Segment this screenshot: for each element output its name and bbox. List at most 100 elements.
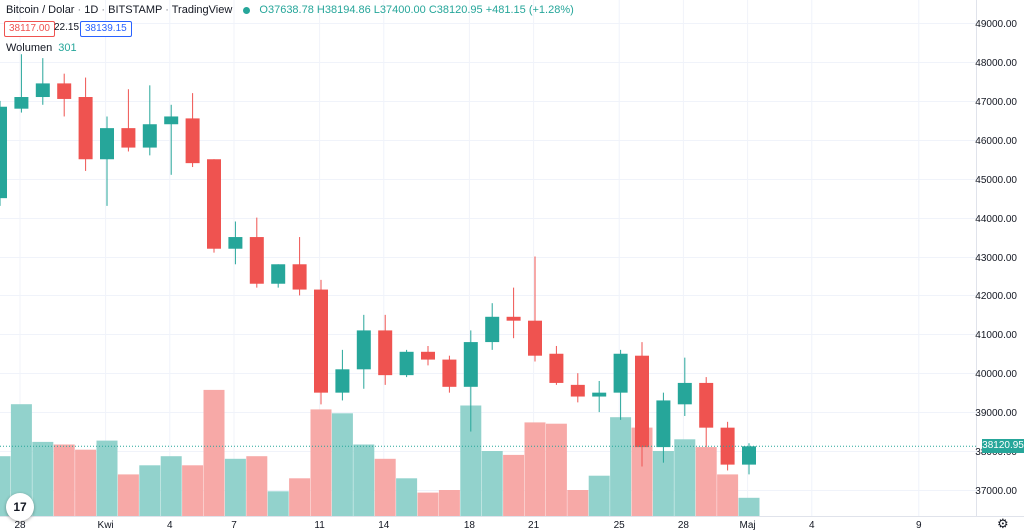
candle-body	[699, 382, 714, 428]
volume-bar	[567, 490, 589, 516]
time-axis[interactable]: 28 Kwi 4 7 11 14 18 21 25 28 Maj 4 9	[14, 520, 922, 531]
price-axis[interactable]: 49000.00 48000.00 47000.00 46000.00 45000.00…	[975, 19, 1017, 497]
volume-bar	[652, 451, 674, 516]
candle-body	[742, 446, 756, 465]
chart-legend: Bitcoin / Dolar · 1D · BITSTAMP · Tradin…	[6, 4, 574, 16]
sell-button[interactable]: 38117.00	[4, 21, 55, 37]
candle-body	[207, 159, 221, 249]
time-tick-label: 14	[378, 520, 390, 531]
candle-body	[249, 237, 264, 284]
candle-body	[57, 83, 72, 99]
volume-bar	[289, 478, 311, 516]
volume-bar	[631, 427, 653, 516]
volume-bar	[267, 491, 289, 516]
buy-button[interactable]: 38139.15	[80, 21, 132, 37]
candlesticks	[0, 54, 756, 475]
time-tick-label: 25	[614, 520, 626, 531]
tradingview-logo-icon[interactable]: 17	[6, 493, 34, 521]
time-tick-label: 18	[464, 520, 476, 531]
legend-separator: ·	[77, 4, 85, 16]
candle-body	[356, 330, 371, 370]
symbol-name[interactable]: Bitcoin / Dolar	[6, 4, 75, 16]
volume-bar	[353, 444, 375, 516]
ohlc-values: O37638.78 H38194.86 L37400.00 C38120.95 …	[259, 4, 574, 16]
volume-label: Wolumen	[6, 42, 53, 54]
candle-body	[271, 264, 286, 284]
candle-body	[378, 330, 393, 376]
time-tick-label: 4	[809, 520, 815, 531]
volume-bar	[588, 475, 610, 516]
candle-body	[570, 384, 585, 397]
volume-bar	[310, 409, 332, 516]
time-tick-label: 7	[231, 520, 237, 531]
volume-bar	[545, 423, 567, 516]
candle-body	[78, 97, 93, 160]
price-tick-label: 44000.00	[975, 214, 1017, 225]
volume-bar	[246, 456, 268, 516]
candle-body	[421, 351, 435, 360]
candle-body	[121, 128, 136, 148]
candle-body	[442, 359, 457, 387]
candle-body	[592, 392, 607, 397]
volume-bar	[182, 465, 204, 516]
time-tick-label: 28	[14, 520, 26, 531]
volume-legend[interactable]: Wolumen 301	[6, 42, 77, 54]
candle-body	[399, 351, 414, 376]
volume-bar	[374, 458, 396, 516]
candle-body	[528, 320, 542, 356]
platform: TradingView	[171, 4, 233, 16]
volume-bar	[75, 449, 97, 516]
price-tick-label: 40000.00	[975, 369, 1017, 380]
price-tick-label: 37000.00	[975, 486, 1017, 497]
volume-bar	[481, 451, 503, 516]
time-tick-label: 11	[314, 520, 325, 531]
volume-bar	[524, 422, 546, 516]
volume-bar	[674, 439, 696, 516]
volume-bar	[117, 474, 139, 516]
price-tick-label: 45000.00	[975, 175, 1017, 186]
price-tick-label: 42000.00	[975, 291, 1017, 302]
volume-bar	[610, 417, 632, 516]
volume-bar	[331, 413, 353, 516]
exchange: BITSTAMP	[108, 4, 163, 16]
candle-body	[314, 289, 328, 393]
candle-body	[635, 355, 649, 448]
price-tick-label: 39000.00	[975, 408, 1017, 419]
volume-bar	[396, 478, 418, 516]
interval[interactable]: 1D	[84, 4, 99, 16]
price-tick-label: 47000.00	[975, 97, 1017, 108]
price-tick-label: 48000.00	[975, 58, 1017, 69]
volume-bar	[203, 389, 225, 516]
candle-body	[228, 237, 243, 249]
volume-bar	[717, 474, 739, 516]
volume-bar	[0, 456, 11, 516]
market-status-icon	[243, 6, 251, 14]
candle-body	[142, 124, 157, 148]
legend-separator: ·	[101, 4, 109, 16]
volume-bar	[10, 404, 32, 516]
price-tick-label: 43000.00	[975, 253, 1017, 264]
last-price-label: 38120.95	[982, 439, 1024, 454]
candle-body	[720, 427, 735, 465]
candle-body	[35, 83, 50, 98]
candle-body	[677, 382, 692, 405]
candle-body	[335, 369, 350, 393]
volume-bar	[96, 440, 118, 516]
volume-bar	[139, 465, 161, 516]
volume-bar	[32, 441, 54, 516]
volume-bar	[53, 444, 75, 516]
candle-body	[463, 342, 478, 387]
candle-body	[14, 97, 29, 109]
volume-bar	[695, 447, 717, 516]
time-tick-label: 28	[678, 520, 690, 531]
time-tick-label: Maj	[740, 520, 756, 531]
candle-body	[613, 353, 628, 393]
grid-lines	[0, 0, 976, 516]
gear-icon[interactable]: ⚙	[997, 516, 1009, 531]
volume-bar	[503, 454, 525, 516]
legend-separator: ·	[165, 4, 172, 16]
candle-body	[292, 264, 307, 290]
candle-body	[164, 116, 179, 125]
candle-body	[549, 353, 564, 383]
